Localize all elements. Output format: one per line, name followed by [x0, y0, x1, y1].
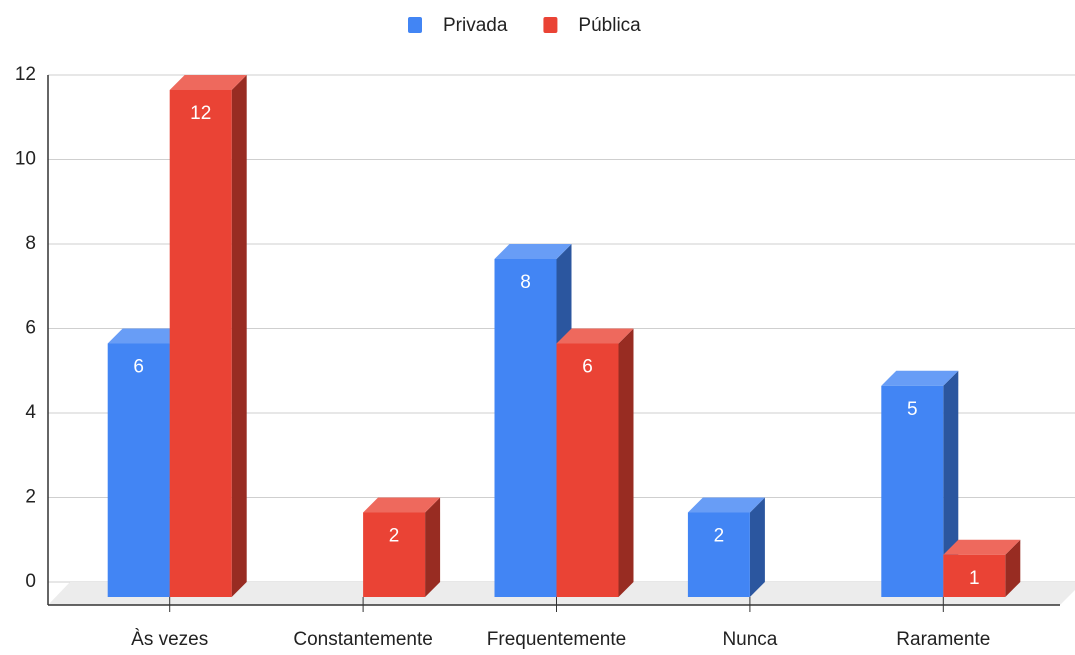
bar: [556, 328, 634, 597]
bar-side: [1005, 539, 1021, 597]
bar-front: [556, 343, 619, 597]
bar-front: [169, 90, 232, 597]
bar-side: [618, 328, 634, 597]
bar-top: [556, 328, 634, 344]
bar-front: [881, 385, 944, 597]
x-tick-label: Nunca: [722, 629, 777, 650]
bar-top: [687, 497, 765, 513]
x-tick-label: Às vezes: [131, 629, 208, 650]
data-label: 5: [907, 399, 918, 420]
data-label: 6: [133, 357, 144, 378]
data-label: 2: [389, 526, 400, 547]
data-label: 6: [582, 357, 593, 378]
bar-front: [494, 259, 557, 597]
data-label: 8: [520, 272, 531, 293]
bar-top: [107, 328, 185, 344]
bar-front: [687, 512, 750, 597]
bar-top: [881, 370, 959, 386]
bar-top: [943, 539, 1021, 555]
legend-label: Pública: [578, 15, 641, 36]
bar-front: [363, 512, 426, 597]
bar: [881, 370, 959, 597]
bar-top: [169, 75, 247, 90]
y-tick-label: 4: [25, 402, 36, 423]
data-label: 1: [969, 568, 980, 589]
bar-top: [494, 244, 572, 259]
x-tick-label: Constantemente: [293, 629, 432, 650]
y-tick-label: 10: [15, 149, 36, 170]
data-label: 12: [190, 103, 211, 124]
bar: [687, 497, 765, 597]
bar-front: [107, 343, 170, 597]
x-tick-label: Frequentemente: [487, 629, 626, 650]
x-tick-label: Raramente: [896, 629, 990, 650]
bar: [943, 539, 1021, 597]
bar: [363, 497, 441, 597]
legend-swatch: [408, 17, 422, 33]
y-tick-label: 8: [25, 233, 36, 254]
data-label: 2: [714, 526, 725, 547]
bar-side: [749, 497, 765, 597]
bar-top: [363, 497, 441, 513]
bar: [169, 75, 247, 597]
y-tick-label: 12: [15, 64, 36, 85]
bar-side: [231, 75, 247, 597]
y-tick-label: 0: [25, 571, 36, 592]
y-tick-label: 6: [25, 318, 36, 339]
legend-swatch: [543, 17, 558, 33]
bar-side: [943, 370, 959, 597]
y-tick-label: 2: [25, 487, 36, 508]
bar-side: [425, 497, 441, 597]
bar-front: [943, 554, 1006, 597]
legend-label: Privada: [443, 15, 508, 36]
